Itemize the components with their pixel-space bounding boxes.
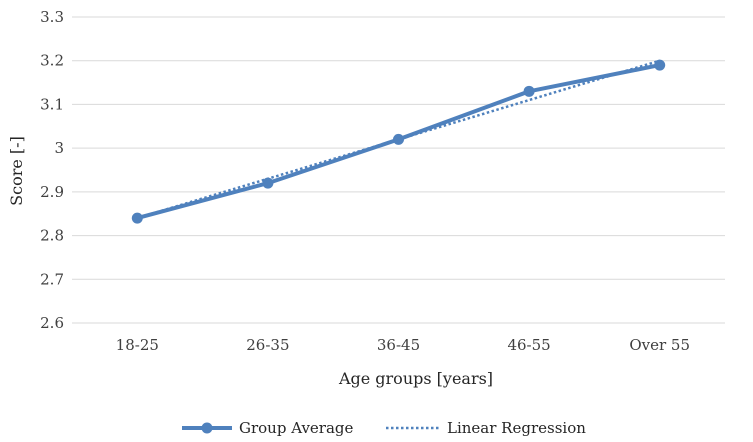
y-tick-label: 3.3 <box>40 8 64 26</box>
y-tick-label: 3.2 <box>40 52 64 70</box>
x-axis-title: Age groups [years] <box>338 369 493 388</box>
x-tick-label: 36-45 <box>377 336 420 354</box>
y-tick-label: 2.9 <box>40 183 64 201</box>
legend-label-linear-regression: Linear Regression <box>447 419 586 437</box>
y-axis-title: Score [-] <box>7 136 26 206</box>
legend-label-group-average: Group Average <box>239 419 354 437</box>
data-point-group-average[interactable] <box>393 133 404 145</box>
data-point-group-average[interactable] <box>131 212 143 224</box>
data-point-group-average[interactable] <box>262 177 274 189</box>
x-tick-label: 26-35 <box>246 336 289 354</box>
legend-marker-group-average <box>201 422 213 434</box>
y-tick-label: 3.1 <box>40 95 64 113</box>
y-tick-label: 2.7 <box>40 270 64 288</box>
data-point-group-average[interactable] <box>523 85 535 97</box>
x-tick-label: Over 55 <box>629 336 690 354</box>
y-axis-ticks: 2.6 2.7 2.8 2.9 3 3.1 3.2 3.3 <box>40 8 64 332</box>
legend-item-group-average[interactable]: Group Average <box>182 419 354 437</box>
legend: Group Average Linear Regression <box>182 419 586 437</box>
data-point-group-average[interactable] <box>654 59 666 71</box>
x-tick-label: 18-25 <box>116 336 159 354</box>
x-tick-label: 46-55 <box>507 336 550 354</box>
y-tick-label: 2.8 <box>40 227 64 245</box>
y-tick-label: 3 <box>54 139 64 157</box>
gridlines <box>72 16 725 324</box>
legend-item-linear-regression[interactable]: Linear Regression <box>386 419 586 437</box>
x-axis-ticks: 18-25 26-35 36-45 46-55 Over 55 <box>116 336 690 354</box>
plot-series <box>131 59 666 224</box>
y-tick-label: 2.6 <box>40 314 64 332</box>
series-line-linear-regression <box>136 59 661 220</box>
